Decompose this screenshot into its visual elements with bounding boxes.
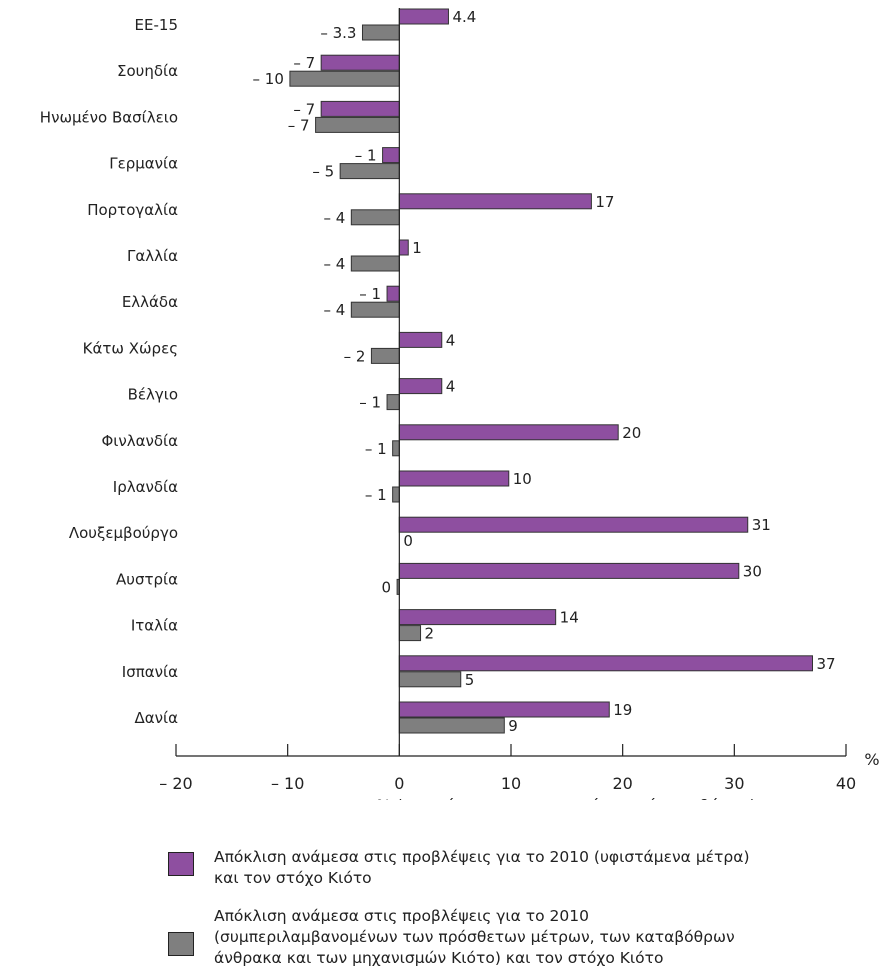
data-label: 4 xyxy=(446,378,456,396)
bar-additional-measures xyxy=(398,625,422,642)
legend-swatch-additional-measures xyxy=(168,932,194,956)
category-label: Ιρλανδία xyxy=(113,478,178,496)
data-label: 19 xyxy=(613,701,632,719)
data-label: – 1 xyxy=(365,440,387,458)
x-tick-label: 10 xyxy=(501,774,521,793)
x-tick-label: 30 xyxy=(724,774,744,793)
x-tick-label: 40 xyxy=(836,774,856,793)
bar-additional-measures xyxy=(361,24,400,41)
x-tick-label: 20 xyxy=(612,774,632,793)
data-label: – 7 xyxy=(288,116,310,134)
category-label: Σουηδία xyxy=(117,62,178,80)
bar-existing-measures xyxy=(386,285,400,302)
category-label: Βέλγιο xyxy=(128,386,178,404)
bar-existing-measures xyxy=(398,239,409,256)
data-label: – 7 xyxy=(293,54,315,72)
data-label: – 1 xyxy=(355,147,377,165)
data-label: – 7 xyxy=(293,100,315,118)
bar-existing-measures xyxy=(398,378,443,395)
x-tick-label: 0 xyxy=(394,774,404,793)
x-axis-unit: % xyxy=(864,750,879,769)
x-tick-label: – 10 xyxy=(271,774,304,793)
data-label: – 1 xyxy=(365,486,387,504)
bar-additional-measures xyxy=(370,347,400,364)
bar-additional-measures xyxy=(339,163,400,180)
legend-label-additional-measures: Απόκλιση ανάμεσα στις προβλέψεις για το … xyxy=(214,907,735,967)
category-label: Ηνωμένο Βασίλειο xyxy=(40,108,178,126)
category-label: Γερμανία xyxy=(109,155,178,173)
data-label: 30 xyxy=(743,562,762,580)
data-label: 20 xyxy=(622,424,641,442)
data-label: – 5 xyxy=(312,163,334,181)
data-label: 2 xyxy=(425,625,435,643)
category-label: Δανία xyxy=(135,709,179,727)
x-tick-label: – 20 xyxy=(159,774,192,793)
data-label: 4 xyxy=(446,331,456,349)
category-label: Φινλανδία xyxy=(101,432,178,450)
category-label: Γαλλία xyxy=(127,247,178,265)
data-label: 31 xyxy=(752,516,771,534)
bar-additional-measures xyxy=(350,209,400,226)
data-label: 4.4 xyxy=(452,8,476,26)
bar-additional-measures xyxy=(315,116,400,133)
category-label: Πορτογαλία xyxy=(87,201,178,219)
bar-existing-measures xyxy=(398,470,510,487)
bar-additional-measures xyxy=(392,486,400,503)
data-label: – 4 xyxy=(324,209,346,227)
bar-existing-measures xyxy=(398,424,619,441)
data-label: 14 xyxy=(560,609,579,627)
data-label: 0 xyxy=(403,532,413,550)
x-axis-label: % (σε σχέση με τις εκπομπές του έτους βά… xyxy=(376,796,756,800)
bar-existing-measures xyxy=(398,331,443,348)
legend-swatch-existing-measures xyxy=(168,852,194,876)
data-label: – 4 xyxy=(324,301,346,319)
data-label: – 1 xyxy=(359,285,381,303)
bar-additional-measures xyxy=(289,70,400,87)
bar-existing-measures xyxy=(398,8,449,25)
bar-additional-measures xyxy=(350,301,400,318)
data-label: 5 xyxy=(465,671,475,689)
category-label: Λουξεμβούργο xyxy=(69,524,178,542)
bar-additional-measures xyxy=(398,717,505,734)
bar-additional-measures xyxy=(392,440,400,457)
data-label: 1 xyxy=(412,239,422,257)
data-label: – 1 xyxy=(359,394,381,412)
bar-existing-measures xyxy=(320,54,400,71)
bar-additional-measures xyxy=(398,671,462,688)
data-label: 17 xyxy=(595,193,614,211)
data-label: 37 xyxy=(817,655,836,673)
category-label: Αυστρία xyxy=(116,570,178,588)
bar-existing-measures xyxy=(382,147,400,164)
bar-existing-measures xyxy=(398,701,610,718)
category-label: Ισπανία xyxy=(122,663,178,681)
bar-existing-measures xyxy=(398,193,592,210)
data-label: – 10 xyxy=(253,70,284,88)
category-label: Κάτω Χώρες xyxy=(83,339,178,357)
category-label: ΕΕ-15 xyxy=(135,16,178,34)
legend-label-existing-measures: Απόκλιση ανάμεσα στις προβλέψεις για το … xyxy=(214,848,750,887)
bar-existing-measures xyxy=(398,655,813,672)
bar-additional-measures xyxy=(350,255,400,272)
data-label: 10 xyxy=(513,470,532,488)
data-label: 0 xyxy=(382,578,392,596)
bar-existing-measures xyxy=(398,516,749,533)
bar-additional-measures xyxy=(386,394,400,411)
category-label: Ιταλία xyxy=(131,617,178,635)
bar-existing-measures xyxy=(320,100,400,117)
bar-existing-measures xyxy=(398,562,740,579)
bar-existing-measures xyxy=(398,609,557,626)
data-label: – 4 xyxy=(324,255,346,273)
data-label: – 2 xyxy=(344,347,366,365)
category-label: Ελλάδα xyxy=(122,293,178,311)
data-label: – 3.3 xyxy=(320,24,356,42)
data-label: 9 xyxy=(508,717,518,735)
